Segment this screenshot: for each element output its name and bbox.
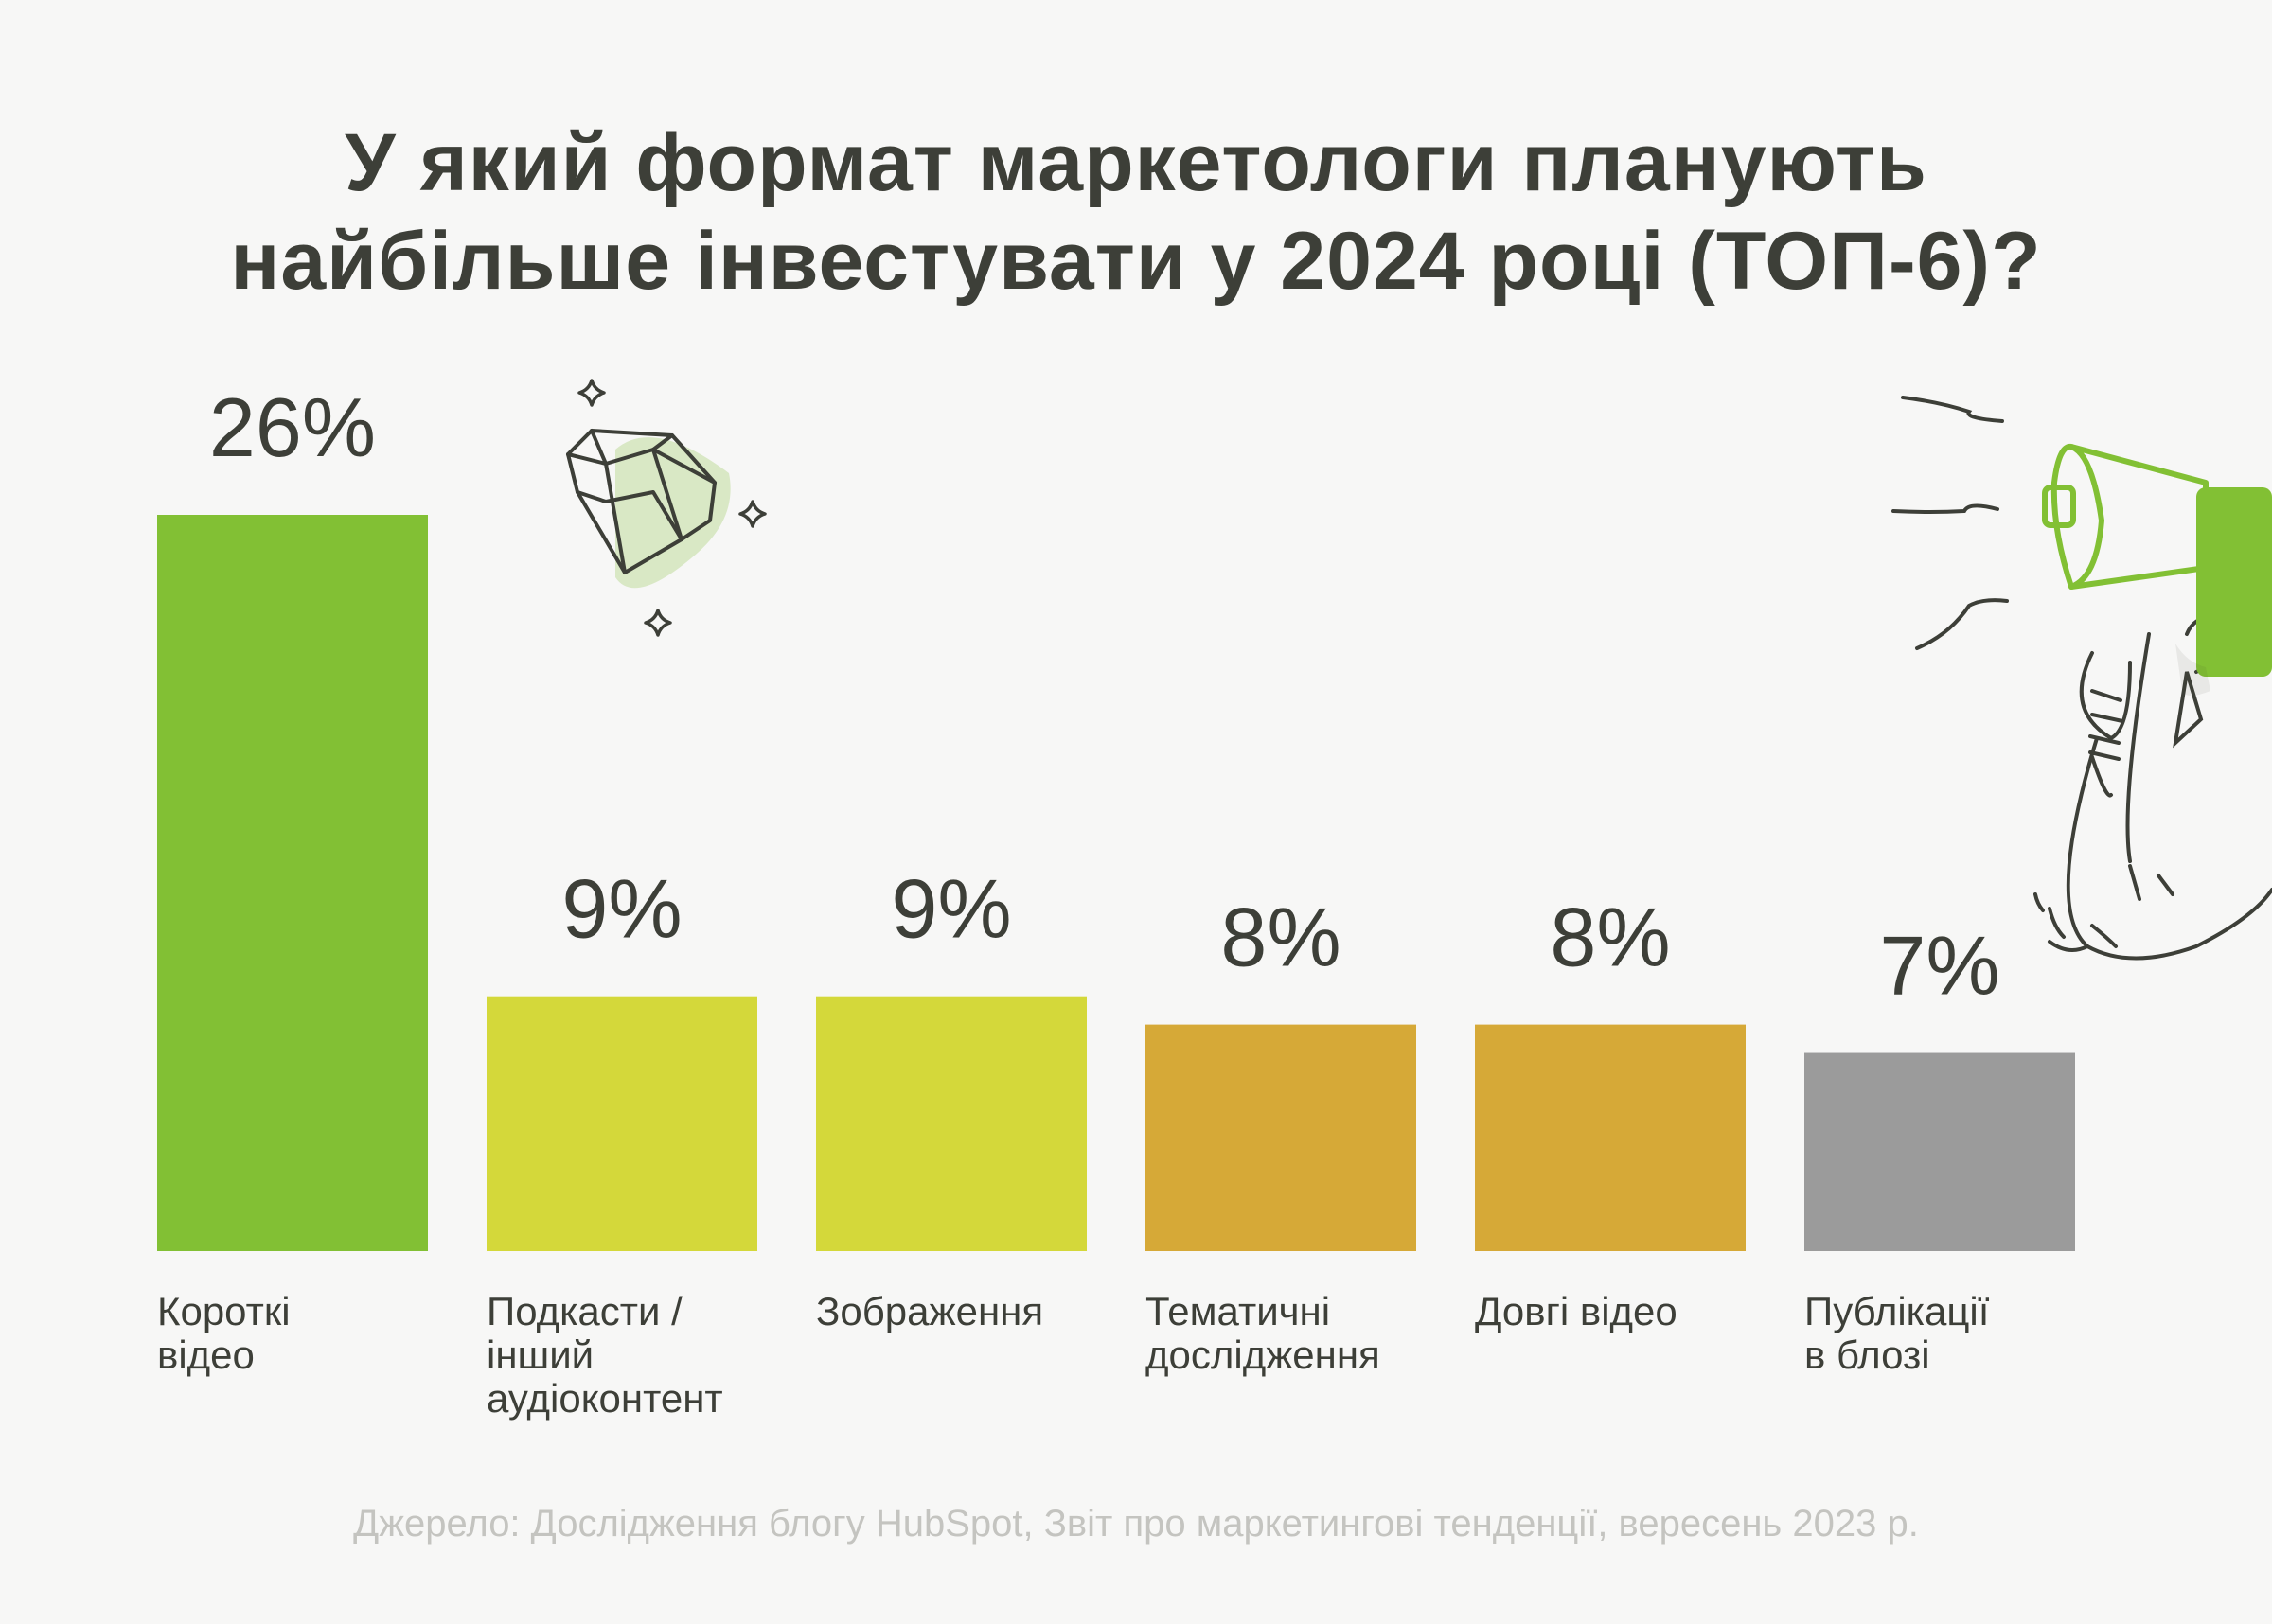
bar-2 xyxy=(487,996,757,1251)
category-label-5: Довгі відео xyxy=(1475,1290,1759,1333)
category-label-line: Тематичні xyxy=(1145,1289,1331,1333)
category-label-line: Довгі відео xyxy=(1475,1289,1677,1333)
title-line-1: У який формат маркетологи планують xyxy=(345,117,1927,208)
category-label-line: в блозі xyxy=(1804,1333,1930,1377)
bar-value-label-1: 26% xyxy=(209,380,376,474)
bar-value-label-4: 8% xyxy=(1220,891,1340,984)
bar-value-label-5: 8% xyxy=(1550,891,1670,984)
category-label-6: Публікації в блозі xyxy=(1804,1290,2088,1377)
bar-value-label-6: 7% xyxy=(1879,919,1999,1013)
bar-3 xyxy=(816,996,1087,1251)
category-label-line: інший xyxy=(487,1333,595,1377)
bar-value-label-3: 9% xyxy=(891,862,1011,956)
category-label-line: Короткі xyxy=(157,1289,291,1333)
category-label-line: Зображення xyxy=(816,1289,1044,1333)
category-label-line: дослідження xyxy=(1145,1333,1380,1377)
bar-5 xyxy=(1475,1024,1746,1251)
source-note: Джерело: Дослідження блогу HubSpot, Звіт… xyxy=(353,1503,1919,1545)
bar-6 xyxy=(1804,1052,2075,1251)
category-label-2: Подкасти / інший аудіоконтент xyxy=(487,1290,771,1421)
diamond-icon xyxy=(566,379,767,637)
category-label-line: аудіоконтент xyxy=(487,1376,723,1421)
bar-4 xyxy=(1145,1024,1416,1251)
category-label-1: Короткі відео xyxy=(157,1290,441,1377)
category-label-line: Публікації xyxy=(1804,1289,1990,1333)
bar-value-label-2: 9% xyxy=(561,862,682,956)
category-label-4: Тематичні дослідження xyxy=(1145,1290,1429,1377)
category-label-line: відео xyxy=(157,1333,255,1377)
megaphone-icon xyxy=(1891,396,2272,961)
bar-1 xyxy=(157,515,428,1251)
title-line-2: найбільше інвестувати у 2024 році (ТОП-6… xyxy=(230,216,2042,307)
category-label-3: Зображення xyxy=(816,1290,1100,1333)
chart-title: У який формат маркетологи планують найбі… xyxy=(0,114,2272,310)
category-label-line: Подкасти / xyxy=(487,1289,683,1333)
